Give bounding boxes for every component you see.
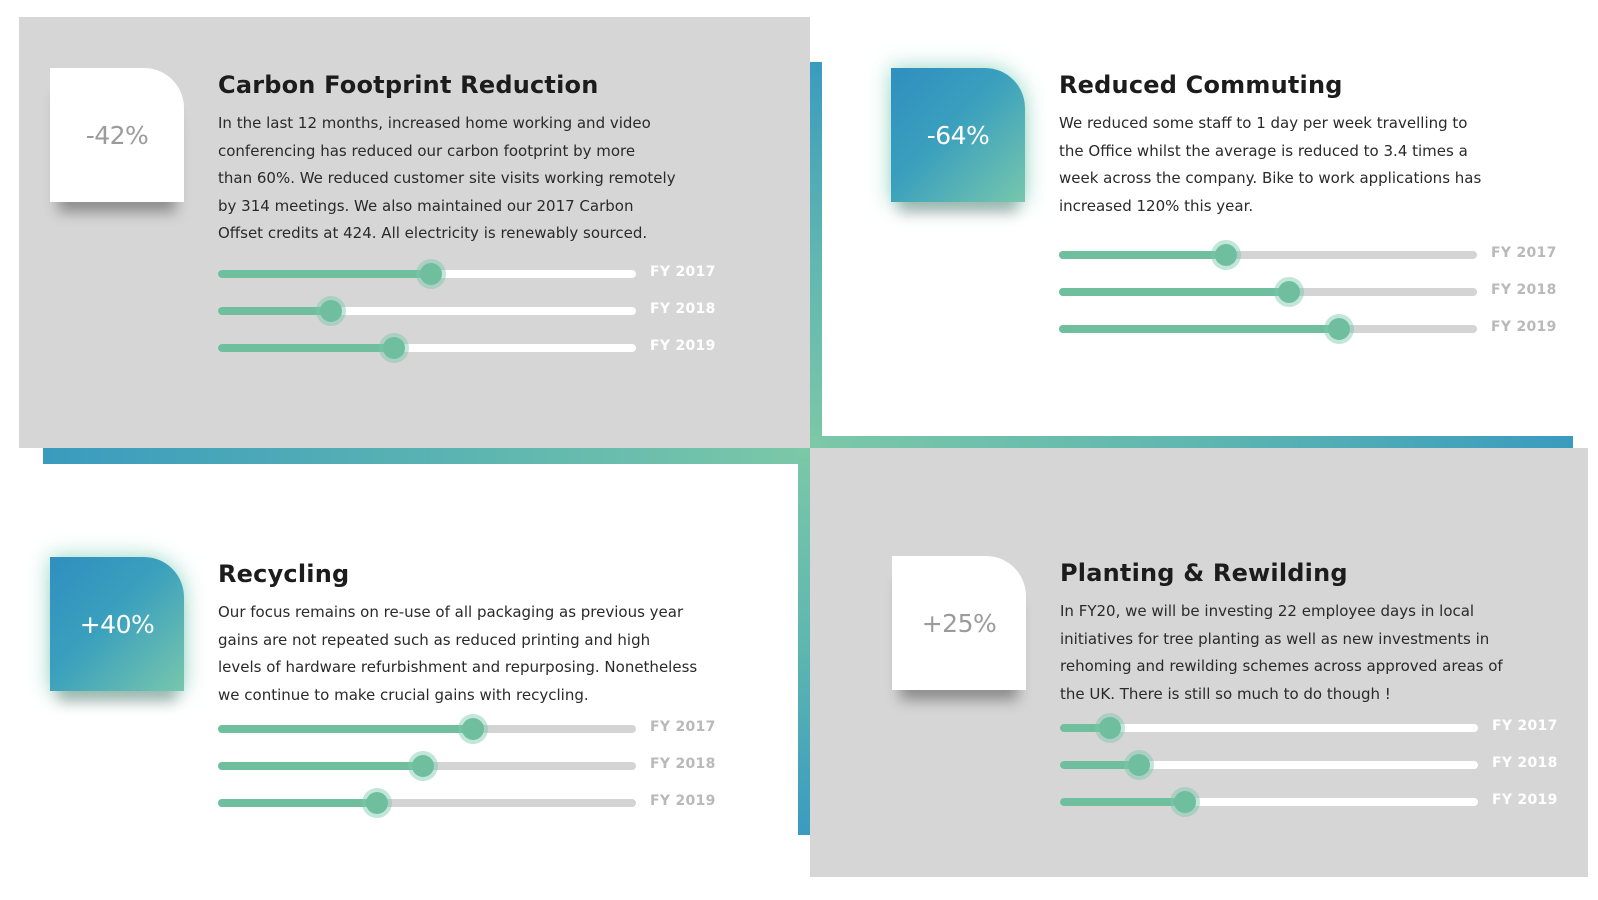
slider-label: FY 2019 [1492,792,1558,808]
slider-fy2018[interactable]: FY 2018 [1060,753,1580,790]
divider-horizontal-left [43,448,810,464]
divider-horizontal-right [810,436,1573,448]
card-title: Reduced Commuting [1059,71,1343,99]
slider-knob[interactable] [319,300,342,322]
slider-fill [218,762,423,770]
slider-fill [1059,251,1227,259]
slider-fill [1060,798,1186,806]
card-content: Carbon Footprint Reduction In the last 1… [218,68,738,248]
card-body: Our focus remains on re-use of all packa… [218,603,698,704]
slider-knob[interactable] [1328,318,1351,340]
slider-fy2017[interactable]: FY 2017 [218,717,738,754]
slider-label: FY 2018 [650,756,716,772]
divider-vertical-top [810,62,822,448]
slider-knob[interactable] [382,337,405,359]
slider-knob[interactable] [1099,717,1122,739]
slider-track[interactable] [1059,244,1477,266]
slider-fill [218,344,394,352]
percent-badge: +40% [50,557,184,691]
slider-group: FY 2017 FY 2018 FY 2019 [218,262,738,373]
slider-fy2018[interactable]: FY 2018 [1059,280,1579,317]
card-title: Planting & Rewilding [1060,559,1348,587]
slider-knob[interactable] [420,263,443,285]
slider-track[interactable] [1060,791,1478,813]
slider-fill [1060,724,1111,732]
card-body: In FY20, we will be investing 22 employe… [1060,602,1503,703]
slider-label: FY 2019 [650,338,716,354]
slider-knob[interactable] [1215,244,1238,266]
slider-label: FY 2019 [1491,319,1557,335]
slider-track[interactable] [1059,281,1477,303]
card-content: Recycling Our focus remains on re-use of… [218,557,738,709]
slider-knob[interactable] [365,792,388,814]
slider-track[interactable] [218,792,636,814]
slider-label: FY 2018 [650,301,716,317]
slider-track[interactable] [218,337,636,359]
slider-track[interactable] [218,263,636,285]
slider-track[interactable] [218,300,636,322]
slider-fy2017[interactable]: FY 2017 [1060,716,1580,753]
slider-label: FY 2018 [1491,282,1557,298]
slider-label: FY 2017 [650,264,716,280]
slider-label: FY 2018 [1492,755,1558,771]
card-body: In the last 12 months, increased home wo… [218,114,676,242]
slider-fy2017[interactable]: FY 2017 [218,262,738,299]
slider-group: FY 2017 FY 2018 FY 2019 [1059,243,1579,354]
slider-track[interactable] [1060,754,1478,776]
card-body: We reduced some staff to 1 day per week … [1059,114,1482,215]
slider-fill [218,725,473,733]
slider-label: FY 2017 [650,719,716,735]
slider-knob[interactable] [461,718,484,740]
percent-badge: -64% [891,68,1025,202]
percent-badge: +25% [892,556,1026,690]
slider-label: FY 2019 [650,793,716,809]
slider-fill [218,799,377,807]
card-title: Carbon Footprint Reduction [218,71,599,99]
slider-label: FY 2017 [1492,718,1558,734]
divider-vertical-bottom [798,448,810,835]
slider-fill [218,307,331,315]
slider-fy2019[interactable]: FY 2019 [1059,317,1579,354]
slider-fill [1059,288,1289,296]
slider-track[interactable] [218,755,636,777]
slider-knob[interactable] [1128,754,1151,776]
slider-fy2019[interactable]: FY 2019 [218,336,738,373]
slider-fy2018[interactable]: FY 2018 [218,754,738,791]
slider-group: FY 2017 FY 2018 FY 2019 [218,717,738,828]
slider-group: FY 2017 FY 2018 FY 2019 [1060,716,1580,827]
slider-knob[interactable] [1277,281,1300,303]
slider-fy2019[interactable]: FY 2019 [1060,790,1580,827]
slider-fill [1060,761,1140,769]
card-content: Reduced Commuting We reduced some staff … [1059,68,1579,220]
slider-track[interactable] [218,718,636,740]
slider-track[interactable] [1060,717,1478,739]
slider-knob[interactable] [411,755,434,777]
slider-fy2018[interactable]: FY 2018 [218,299,738,336]
slider-fy2019[interactable]: FY 2019 [218,791,738,828]
slider-label: FY 2017 [1491,245,1557,261]
slider-fy2017[interactable]: FY 2017 [1059,243,1579,280]
slider-track[interactable] [1059,318,1477,340]
card-content: Planting & Rewilding In FY20, we will be… [1060,556,1580,708]
percent-badge: -42% [50,68,184,202]
slider-knob[interactable] [1174,791,1197,813]
card-title: Recycling [218,560,350,588]
slider-fill [218,270,432,278]
slider-fill [1059,325,1340,333]
